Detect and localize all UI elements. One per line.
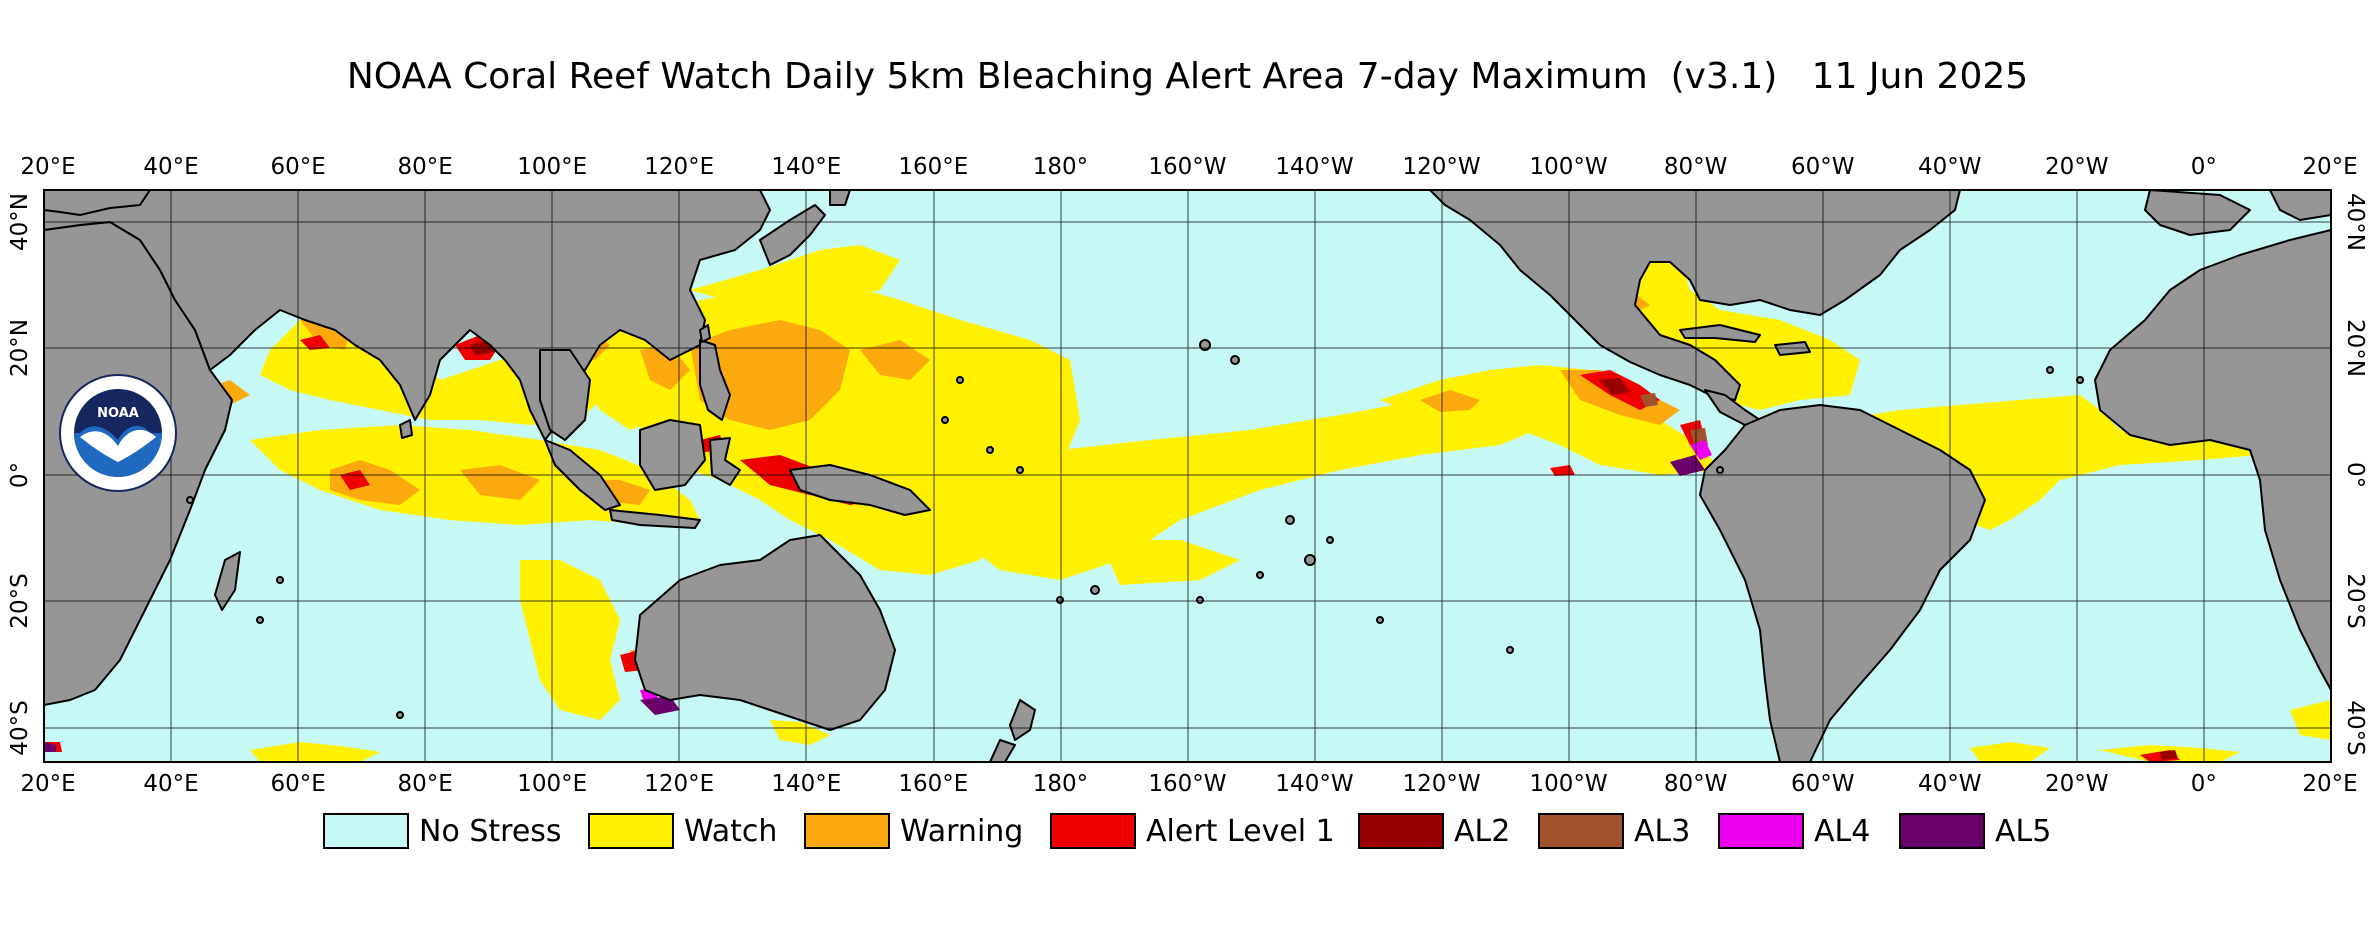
legend-item: AL3	[1538, 811, 1690, 851]
legend-label: AL4	[1814, 813, 1871, 849]
legend-label: Alert Level 1	[1146, 813, 1335, 849]
map-frame	[43, 189, 2332, 763]
longitude-label: 60°W	[1791, 771, 1855, 797]
latitude-label: 20°S	[2342, 573, 2368, 628]
legend-swatch	[1718, 813, 1804, 849]
legend-label: Warning	[900, 813, 1024, 849]
legend-label: No Stress	[419, 813, 562, 849]
longitude-label: 140°W	[1275, 771, 1353, 797]
latitude-label: 40°S	[7, 700, 33, 755]
noaa-logo: NOAA	[59, 374, 177, 492]
legend-swatch	[323, 813, 409, 849]
legend-label: Watch	[684, 813, 778, 849]
longitude-label: 40°W	[1918, 154, 1982, 180]
longitude-label: 20°E	[20, 154, 75, 180]
longitude-label: 20°E	[20, 771, 75, 797]
latitude-label: 20°S	[7, 573, 33, 628]
australia-land	[634, 534, 896, 731]
west-africa-land	[2094, 229, 2331, 691]
legend-label: AL2	[1454, 813, 1511, 849]
longitude-label: 120°E	[644, 771, 714, 797]
right-latitude-labels: 40°N 20°N 0° 20°S 40°S	[2342, 193, 2368, 756]
svg-text:NOAA: NOAA	[97, 406, 139, 421]
legend-item: No Stress	[323, 811, 562, 851]
longitude-label: 120°W	[1402, 771, 1480, 797]
legend-item: AL4	[1718, 811, 1870, 851]
longitude-label: 100°W	[1530, 771, 1608, 797]
longitude-label: 160°W	[1148, 771, 1226, 797]
longitude-label: 140°E	[771, 154, 841, 180]
longitude-label: 80°E	[397, 154, 452, 180]
longitude-label: 160°W	[1148, 154, 1226, 180]
longitude-label: 180°	[1033, 771, 1088, 797]
longitude-label: 20°E	[2302, 771, 2357, 797]
longitude-label: 180°	[1033, 154, 1088, 180]
legend-item: Warning	[804, 811, 1023, 851]
longitude-label: 80°E	[397, 771, 452, 797]
longitude-label: 40°W	[1918, 771, 1982, 797]
latitude-label: 20°N	[2342, 319, 2368, 377]
top-longitude-labels: 20°E 40°E 60°E 80°E 100°E 120°E 140°E 160°E 180°…	[20, 154, 2357, 180]
longitude-label: 20°W	[2045, 771, 2109, 797]
latitude-label: 40°S	[2342, 700, 2368, 755]
legend-swatch	[588, 813, 674, 849]
longitude-label: 60°E	[270, 154, 325, 180]
legend-label: AL3	[1634, 813, 1691, 849]
land-masses	[44, 190, 2331, 762]
longitude-label: 100°E	[517, 154, 587, 180]
legend-item: Watch	[588, 811, 777, 851]
longitude-label: 120°W	[1402, 154, 1480, 180]
longitude-label: 80°W	[1664, 154, 1728, 180]
south-america-land	[1699, 404, 1986, 762]
longitude-label: 40°E	[143, 154, 198, 180]
latitude-label: 40°N	[2342, 193, 2368, 251]
latitude-label: 0°	[2342, 462, 2368, 488]
eurasia-land	[44, 190, 771, 441]
legend-swatch	[1358, 813, 1444, 849]
longitude-label: 120°E	[644, 154, 714, 180]
longitude-label: 0°	[2191, 154, 2217, 180]
longitude-label: 40°E	[143, 771, 198, 797]
legend-item: AL2	[1358, 811, 1510, 851]
longitude-label: 20°E	[2302, 154, 2357, 180]
legend-swatch	[804, 813, 890, 849]
legend-swatch	[1050, 813, 1136, 849]
longitude-label: 160°E	[898, 771, 968, 797]
longitude-label: 60°W	[1791, 154, 1855, 180]
stress-al3-areas	[1640, 393, 1708, 447]
map-title: NOAA Coral Reef Watch Daily 5km Bleachin…	[346, 56, 2029, 97]
bleaching-alert-map: NOAA 20°E 40°E 60°E 80°E 100°E 120°E 140°E 160°…	[7, 154, 2368, 797]
longitude-label: 20°W	[2045, 154, 2109, 180]
longitude-label: 140°W	[1275, 154, 1353, 180]
graticule	[44, 190, 2331, 762]
small-islands	[186, 339, 2084, 719]
bottom-longitude-labels: 20°E 40°E 60°E 80°E 100°E 120°E 140°E 160°E 180°…	[20, 771, 2357, 797]
legend-item: AL5	[1899, 811, 2051, 851]
legend-item: Alert Level 1	[1050, 811, 1335, 851]
longitude-label: 0°	[2191, 771, 2217, 797]
longitude-label: 100°E	[517, 771, 587, 797]
north-america-land	[1429, 190, 1961, 401]
longitude-label: 60°E	[270, 771, 325, 797]
longitude-label: 100°W	[1530, 154, 1608, 180]
latitude-label: 0°	[7, 462, 33, 488]
longitude-label: 140°E	[771, 771, 841, 797]
longitude-label: 160°E	[898, 154, 968, 180]
longitude-label: 80°W	[1664, 771, 1728, 797]
latitude-label: 40°N	[7, 193, 33, 251]
latitude-label: 20°N	[7, 319, 33, 377]
left-latitude-labels: 40°N 20°N 0° 20°S 40°S	[7, 193, 33, 756]
legend-label: AL5	[1995, 813, 2052, 849]
legend-swatch	[1538, 813, 1624, 849]
legend-swatch	[1899, 813, 1985, 849]
